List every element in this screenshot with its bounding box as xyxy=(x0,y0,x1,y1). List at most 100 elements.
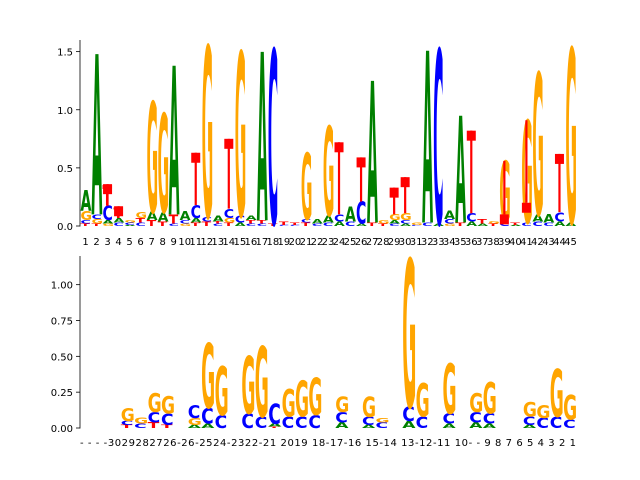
logo-letter-A: A xyxy=(257,6,268,276)
logo-letter-A: A xyxy=(442,423,455,430)
logo-letter-C: C xyxy=(180,220,191,225)
x-tick-label: 27 xyxy=(366,237,379,248)
x-tick-label: 22 xyxy=(311,237,324,248)
logo-letter-A: A xyxy=(246,214,258,222)
logo-letter-T: T xyxy=(80,224,90,227)
logo-letter-T: T xyxy=(224,222,235,227)
x-tick-label: 30 xyxy=(399,237,412,248)
logo-letter-A: A xyxy=(180,210,192,224)
x-tick-label: 20 xyxy=(289,237,302,248)
logo-letter-A: A xyxy=(400,224,411,227)
logo-letter-G: G xyxy=(188,417,202,428)
logo-letter-T: T xyxy=(378,224,388,227)
x-tick-label: 9 xyxy=(171,237,177,248)
logo-letter-C: C xyxy=(483,411,496,427)
logo-letter-C: C xyxy=(102,202,112,225)
logo-letter-C: C xyxy=(188,403,201,423)
logo-letter-G: G xyxy=(402,219,416,454)
x-tick-label: 29 xyxy=(388,237,401,248)
logo-letter-C: C xyxy=(345,220,355,228)
logo-letter-G: G xyxy=(523,399,537,421)
logo-letter-G: G xyxy=(378,220,390,225)
logo-letter-C: C xyxy=(114,222,125,227)
logo-letter-T: T xyxy=(268,426,281,428)
logo-letter-A: A xyxy=(469,422,483,431)
logo-letter-C: C xyxy=(400,220,411,225)
logo-letter-G: G xyxy=(125,220,137,223)
logo-letter-G: G xyxy=(134,417,148,426)
logo-letter-G: G xyxy=(563,389,577,428)
logo-letter-T: T xyxy=(257,220,268,225)
y-tick-label: 0.25 xyxy=(51,388,73,399)
x-tick-label: 24 xyxy=(333,237,346,248)
error-bar-cap xyxy=(334,142,344,153)
logo-letter-A: A xyxy=(345,204,356,227)
bottom-logo-panel: 0.00 0.25 0.50 0.75 1.00 - - - -3029282726-26… xyxy=(51,219,577,454)
logo-letter-C: C xyxy=(202,216,212,224)
logo-letter-A: A xyxy=(213,214,224,224)
logo-letter-A: A xyxy=(125,225,136,227)
logo-letter-C: C xyxy=(402,404,415,426)
error-bar-cap xyxy=(389,187,399,198)
top-logo-panel: 0.00.51.01.51 2 3 4 5 6 7 8 9 1011121314151617181… xyxy=(57,1,577,280)
logo-letter-A: A xyxy=(268,423,282,428)
logo-letter-G: G xyxy=(550,358,564,433)
logo-letter-C: C xyxy=(169,224,179,227)
logo-letter-T: T xyxy=(148,422,161,431)
logo-letter-C: C xyxy=(134,423,147,430)
x-tick-label: 3 xyxy=(104,237,110,248)
logo-letter-C: C xyxy=(215,413,228,433)
x-tick-label: 1 xyxy=(82,237,88,248)
logo-letter-G: G xyxy=(375,417,389,424)
logo-letter-T: T xyxy=(246,220,257,225)
logo-letter-G: G xyxy=(241,342,255,433)
x-tick-label: 16 xyxy=(244,237,257,248)
logo-letter-C: C xyxy=(416,414,429,432)
logo-letter-G: G xyxy=(201,327,215,430)
x-tick-label: 34 xyxy=(443,237,456,248)
logo-letter-C: C xyxy=(235,214,246,225)
logo-letter-G: G xyxy=(400,211,412,222)
logo-letter-C: C xyxy=(136,222,147,227)
logo-letter-G: G xyxy=(335,392,349,417)
logo-letter-A: A xyxy=(433,224,444,227)
logo-letter-A: A xyxy=(444,208,455,221)
logo-letter-A: A xyxy=(201,423,214,430)
logo-letter-G: G xyxy=(444,224,456,227)
logo-letter-A: A xyxy=(455,86,466,258)
x-tick-label: 23 xyxy=(322,237,335,248)
logo-letter-G: G xyxy=(180,224,192,227)
logo-letter-A: A xyxy=(389,220,401,225)
logo-letter-T: T xyxy=(477,218,487,226)
logo-letter-G: G xyxy=(202,1,214,273)
logo-letter-T: T xyxy=(191,222,202,227)
logo-letter-C: C xyxy=(543,222,554,227)
logo-letter-A: A xyxy=(235,222,247,227)
x-tick-label: 39 xyxy=(498,237,511,248)
logo-letter-T: T xyxy=(488,224,498,227)
y-tick-label: 1.5 xyxy=(57,48,73,59)
logo-letter-C: C xyxy=(148,410,161,426)
logo-letter-T: T xyxy=(158,220,168,228)
x-tick-label: 37 xyxy=(476,237,489,248)
error-bar-cap xyxy=(466,130,476,141)
error-bar-cap xyxy=(521,202,531,213)
x-tick-label: 11 xyxy=(189,237,202,248)
logo-letter-G: G xyxy=(469,390,483,419)
logo-letter-C: C xyxy=(335,410,348,426)
logo-letter-C: C xyxy=(255,414,268,432)
logo-letter-T: T xyxy=(147,218,157,228)
logo-letter-C: C xyxy=(191,201,201,222)
logo-letter-G: G xyxy=(308,368,322,427)
logo-letter-T: T xyxy=(367,222,378,227)
x-tick-label: 21 xyxy=(300,237,313,248)
logo-letter-G: G xyxy=(362,393,376,424)
logo-letter-C: C xyxy=(121,420,134,427)
y-tick-label: 0.00 xyxy=(51,424,73,435)
x-tick-label: 15 xyxy=(233,237,246,248)
logo-letter-C: C xyxy=(433,2,443,280)
logo-letter-C: C xyxy=(323,222,334,227)
logo-letter-C: C xyxy=(161,411,174,429)
logo-letter-G: G xyxy=(91,218,103,226)
x-tick-label: 12 xyxy=(200,237,213,248)
